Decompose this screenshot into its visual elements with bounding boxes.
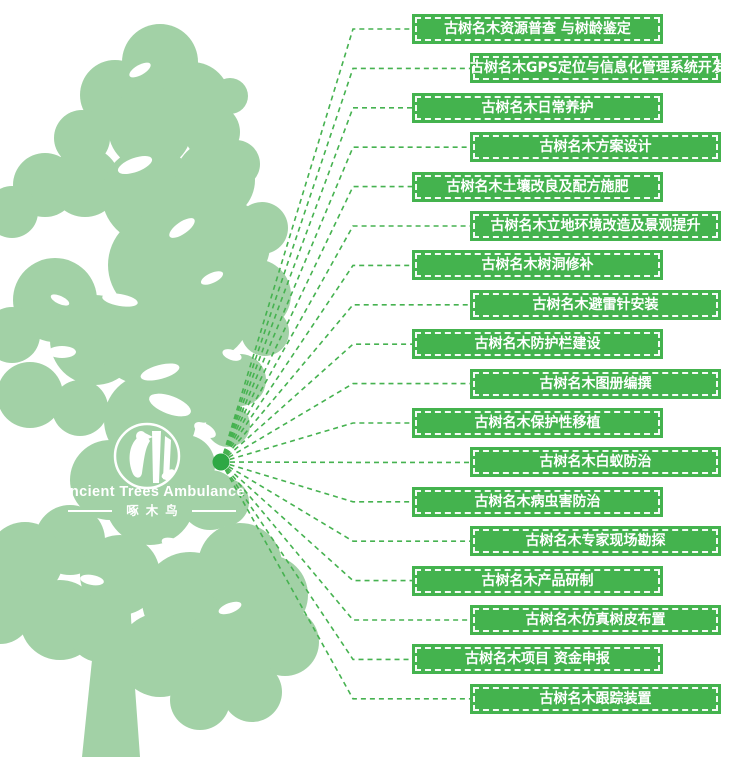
service-label-text: 古树名木项目 资金申报 bbox=[465, 651, 610, 668]
connector-line bbox=[220, 382, 470, 463]
service-label-text: 古树名木树洞修补 bbox=[481, 257, 594, 274]
service-label-text: 古树名木产品研制 bbox=[481, 572, 594, 589]
service-label-text: 古树名木仿真树皮布置 bbox=[525, 612, 666, 628]
connector-line bbox=[220, 28, 412, 463]
canopy-gaps bbox=[0, 62, 242, 615]
connector-line bbox=[220, 225, 470, 463]
service-label: 古树名木防护栏建设 bbox=[412, 329, 663, 360]
service-label: 古树名木资源普查 与树龄鉴定 bbox=[412, 14, 663, 44]
hub-dot bbox=[212, 453, 230, 471]
service-label-text: 古树名木资源普查 与树龄鉴定 bbox=[444, 21, 631, 37]
tree-branch bbox=[44, 589, 106, 651]
logo-rule-right bbox=[191, 510, 236, 512]
service-label-text: 古树名木方案设计 bbox=[539, 139, 652, 156]
service-label: 古树名木仿真树皮布置 bbox=[470, 605, 721, 635]
service-label-text: 古树名木病虫害防治 bbox=[474, 493, 601, 510]
logo-subtitle: 啄木鸟 bbox=[40, 504, 264, 518]
connector-line bbox=[220, 422, 412, 463]
logo-title: Ancient Trees Ambulance bbox=[59, 484, 245, 500]
woodpecker-logo-icon bbox=[113, 422, 181, 490]
service-label-text: 古树名木白蚁防治 bbox=[539, 454, 652, 471]
connector-line bbox=[220, 264, 412, 463]
connector-line bbox=[220, 461, 470, 543]
service-label: 古树名木项目 资金申报 bbox=[412, 644, 663, 675]
service-label: 古树名木专家现场勘探 bbox=[470, 526, 721, 557]
connector-line bbox=[220, 461, 412, 503]
service-label: 古树名木保护性移植 bbox=[412, 408, 663, 438]
service-label-text: 古树名木日常养护 bbox=[481, 99, 594, 116]
service-label-text: 古树名木专家现场勘探 bbox=[525, 533, 666, 550]
service-label-text: 古树名木图册编撰 bbox=[539, 375, 652, 392]
connector-line bbox=[220, 107, 412, 463]
service-label-text: 古树名木防护栏建设 bbox=[474, 336, 601, 353]
tree-trunk bbox=[82, 552, 140, 757]
service-label: 古树名木土壤改良及配方施肥 bbox=[412, 171, 663, 202]
connector-line bbox=[220, 185, 412, 463]
connector-line bbox=[220, 461, 470, 700]
service-label: 古树名木立地环境改造及景观提升 bbox=[470, 211, 721, 241]
service-label-text: 古树名木GPS定位与信息化管理系统开发 bbox=[470, 60, 726, 77]
logo-subtitle-text: 啄木鸟 bbox=[126, 503, 185, 518]
service-label: 古树名木树洞修补 bbox=[412, 250, 663, 281]
service-label: 古树名木白蚁防治 bbox=[470, 447, 721, 478]
service-label-text: 古树名木跟踪装置 bbox=[539, 690, 652, 707]
service-label: 古树名木GPS定位与信息化管理系统开发 bbox=[470, 53, 726, 84]
service-label-text: 古树名木立地环境改造及景观提升 bbox=[490, 218, 701, 234]
logo: Ancient Trees Ambulance 啄木鸟 bbox=[40, 484, 264, 518]
service-label-text: 古树名木避雷针安装 bbox=[532, 296, 659, 313]
connector-line bbox=[220, 461, 412, 582]
logo-rule-left bbox=[68, 510, 113, 512]
tree-canopy bbox=[0, 24, 319, 730]
connector-line bbox=[220, 303, 470, 463]
service-label: 古树名木日常养护 bbox=[412, 92, 663, 123]
connector-line bbox=[220, 461, 470, 621]
service-label-text: 古树名木保护性移植 bbox=[474, 415, 601, 431]
connector-line bbox=[220, 67, 470, 463]
service-label: 古树名木跟踪装置 bbox=[470, 683, 721, 714]
connector-line bbox=[220, 461, 412, 661]
service-label: 古树名木方案设计 bbox=[470, 132, 721, 163]
service-label: 古树名木病虫害防治 bbox=[412, 486, 663, 517]
service-label: 古树名木图册编撰 bbox=[470, 368, 721, 399]
service-label: 古树名木产品研制 bbox=[412, 565, 663, 596]
connector-line bbox=[220, 343, 412, 463]
service-label-text: 古树名木土壤改良及配方施肥 bbox=[446, 178, 629, 195]
service-label: 古树名木避雷针安装 bbox=[470, 289, 721, 320]
